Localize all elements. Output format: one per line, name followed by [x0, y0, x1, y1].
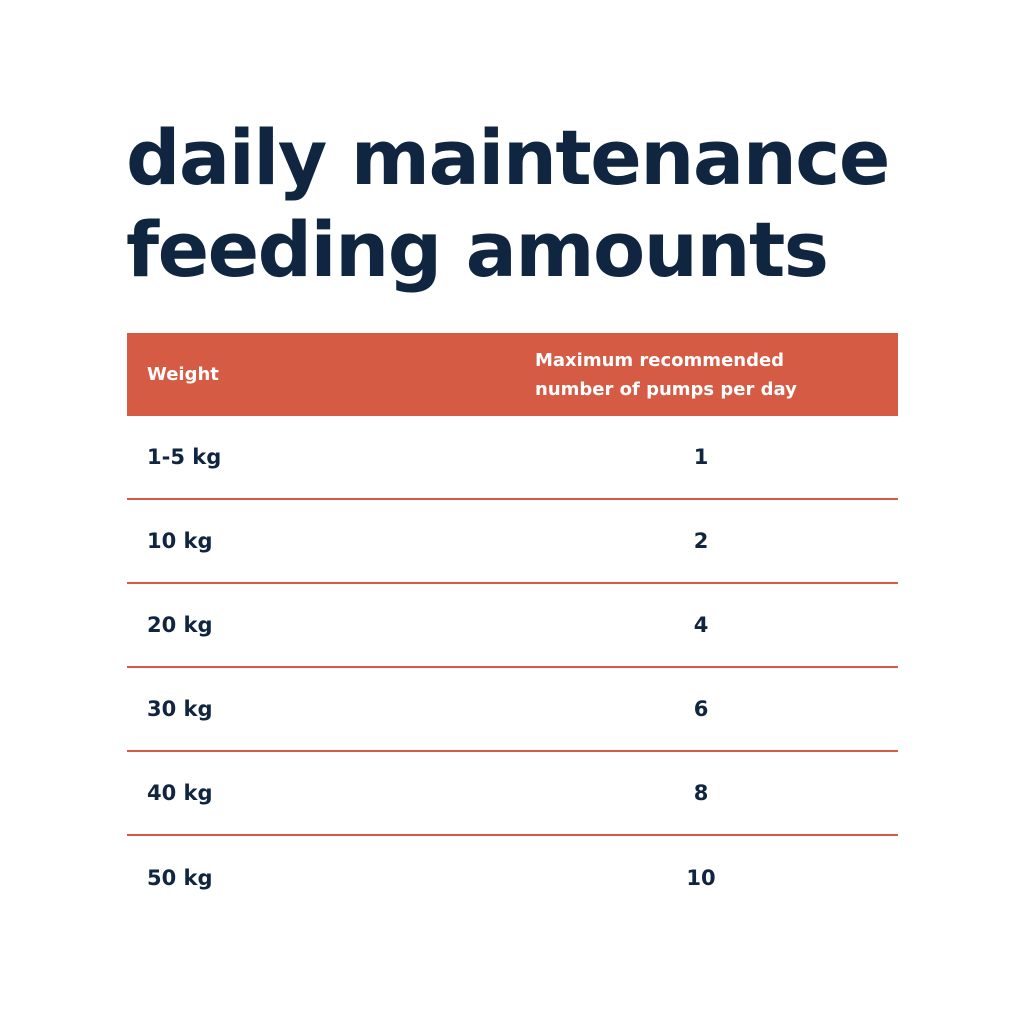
weight-cell: 30 kg [147, 697, 213, 721]
table-row: 10 kg 2 [127, 500, 898, 584]
weight-cell: 50 kg [147, 866, 213, 890]
table-row: 40 kg 8 [127, 752, 898, 836]
feeding-table: Weight Maximum recommended number of pum… [127, 333, 898, 920]
weight-cell: 20 kg [147, 613, 213, 637]
weight-cell: 10 kg [147, 529, 213, 553]
header-pumps: Maximum recommended number of pumps per … [535, 349, 797, 400]
weight-cell: 40 kg [147, 781, 213, 805]
title-line-1: daily maintenance [126, 113, 890, 202]
pumps-cell: 6 [693, 697, 709, 721]
table-row: 50 kg 10 [127, 836, 898, 920]
pumps-cell: 2 [693, 529, 709, 553]
table-row: 1-5 kg 1 [127, 416, 898, 500]
pumps-cell: 8 [693, 781, 709, 805]
table-row: 30 kg 6 [127, 668, 898, 752]
weight-cell: 1-5 kg [147, 445, 222, 469]
page-title: daily maintenance feeding amounts [126, 112, 926, 296]
table-row: 20 kg 4 [127, 584, 898, 668]
table-header: Weight Maximum recommended number of pum… [127, 333, 898, 416]
pumps-cell: 10 [686, 866, 716, 890]
title-line-2: feeding amounts [126, 205, 829, 294]
pumps-cell: 1 [693, 445, 709, 469]
header-weight: Weight [147, 364, 219, 385]
pumps-cell: 4 [693, 613, 709, 637]
